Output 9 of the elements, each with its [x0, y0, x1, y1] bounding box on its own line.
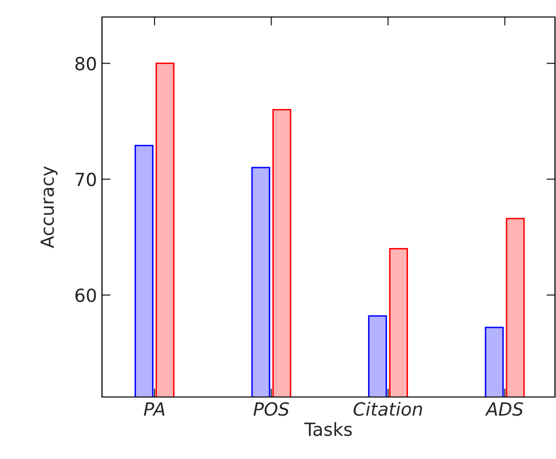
y-tick-label: 70: [76, 172, 96, 186]
x-tick-label: Citation: [354, 402, 422, 416]
y-axis-title: Accuracy: [40, 166, 58, 248]
x-tick-label: POS: [253, 402, 289, 416]
y-tick-label: 80: [75, 56, 96, 70]
x-axis-title: Tasks: [304, 422, 352, 436]
x-tick-label: PA: [144, 402, 164, 416]
x-tick-label: ADS: [484, 402, 524, 416]
y-tick-label: 60: [75, 288, 96, 302]
